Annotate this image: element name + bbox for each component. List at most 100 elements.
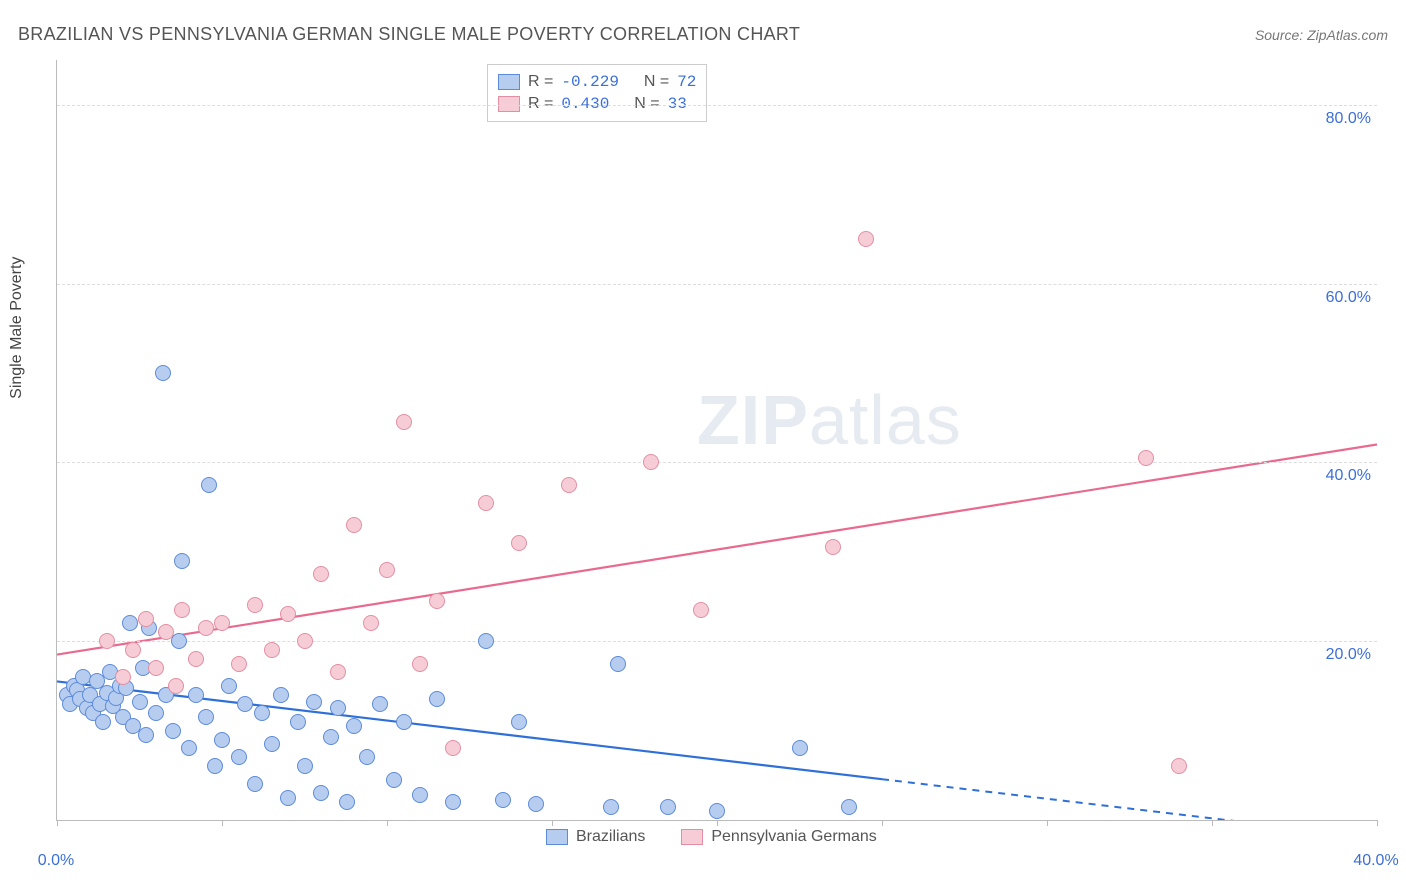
data-point: [841, 799, 857, 815]
data-point: [379, 562, 395, 578]
gridline: [57, 105, 1377, 106]
data-point: [313, 566, 329, 582]
data-point: [280, 790, 296, 806]
data-point: [561, 477, 577, 493]
data-point: [132, 694, 148, 710]
data-point: [306, 694, 322, 710]
data-point: [254, 705, 270, 721]
series-legend-item: Brazilians: [546, 828, 645, 846]
data-point: [138, 611, 154, 627]
trendline: [57, 444, 1377, 654]
data-point: [214, 732, 230, 748]
x-tick-mark: [57, 820, 58, 826]
data-point: [148, 705, 164, 721]
data-point: [825, 539, 841, 555]
data-point: [792, 740, 808, 756]
data-point: [346, 517, 362, 533]
data-point: [247, 776, 263, 792]
x-tick-mark: [1377, 820, 1378, 826]
data-point: [247, 597, 263, 613]
data-point: [478, 495, 494, 511]
data-point: [280, 606, 296, 622]
x-tick-mark: [1047, 820, 1048, 826]
x-tick-label: 40.0%: [1353, 852, 1398, 870]
data-point: [1138, 450, 1154, 466]
data-point: [478, 633, 494, 649]
chart-container: Single Male Poverty ZIPatlas R = -0.229 …: [18, 60, 1388, 880]
scatter-plot-area: ZIPatlas R = -0.229 N = 72R = 0.430 N = …: [56, 60, 1377, 821]
gridline: [57, 462, 1377, 463]
data-point: [174, 602, 190, 618]
data-point: [201, 477, 217, 493]
data-point: [412, 656, 428, 672]
data-point: [264, 642, 280, 658]
data-point: [207, 758, 223, 774]
data-point: [330, 664, 346, 680]
legend-swatch: [498, 74, 520, 90]
data-point: [372, 696, 388, 712]
series-legend: Brazilians Pennsylvania Germans: [546, 828, 877, 846]
data-point: [660, 799, 676, 815]
series-name: Brazilians: [576, 828, 645, 846]
chart-title: BRAZILIAN VS PENNSYLVANIA GERMAN SINGLE …: [18, 24, 800, 45]
data-point: [168, 678, 184, 694]
data-point: [603, 799, 619, 815]
data-point: [313, 785, 329, 801]
x-tick-mark: [552, 820, 553, 826]
data-point: [396, 414, 412, 430]
y-tick-label: 40.0%: [1326, 467, 1371, 485]
data-point: [412, 787, 428, 803]
data-point: [396, 714, 412, 730]
x-tick-mark: [222, 820, 223, 826]
data-point: [221, 678, 237, 694]
data-point: [363, 615, 379, 631]
series-legend-item: Pennsylvania Germans: [681, 828, 876, 846]
data-point: [237, 696, 253, 712]
data-point: [165, 723, 181, 739]
legend-row: R = -0.229 N = 72: [498, 71, 696, 93]
data-point: [198, 620, 214, 636]
data-point: [709, 803, 725, 819]
data-point: [95, 714, 111, 730]
data-point: [155, 365, 171, 381]
data-point: [386, 772, 402, 788]
data-point: [125, 642, 141, 658]
data-point: [429, 593, 445, 609]
watermark: ZIPatlas: [697, 380, 962, 460]
x-tick-mark: [387, 820, 388, 826]
series-name: Pennsylvania Germans: [711, 828, 876, 846]
data-point: [148, 660, 164, 676]
source-attribution: Source: ZipAtlas.com: [1255, 27, 1388, 43]
data-point: [171, 633, 187, 649]
data-point: [198, 709, 214, 725]
data-point: [346, 718, 362, 734]
data-point: [273, 687, 289, 703]
x-tick-label: 0.0%: [38, 852, 74, 870]
data-point: [511, 535, 527, 551]
data-point: [693, 602, 709, 618]
data-point: [214, 615, 230, 631]
correlation-legend: R = -0.229 N = 72R = 0.430 N = 33: [487, 64, 707, 122]
data-point: [174, 553, 190, 569]
data-point: [297, 758, 313, 774]
data-point: [188, 651, 204, 667]
data-point: [188, 687, 204, 703]
gridline: [57, 641, 1377, 642]
x-tick-mark: [1212, 820, 1213, 826]
y-tick-label: 20.0%: [1326, 646, 1371, 664]
data-point: [429, 691, 445, 707]
data-point: [495, 792, 511, 808]
data-point: [264, 736, 280, 752]
data-point: [231, 656, 247, 672]
y-tick-label: 60.0%: [1326, 289, 1371, 307]
data-point: [290, 714, 306, 730]
data-point: [138, 727, 154, 743]
data-point: [1171, 758, 1187, 774]
legend-swatch: [681, 829, 703, 845]
data-point: [330, 700, 346, 716]
data-point: [643, 454, 659, 470]
data-point: [610, 656, 626, 672]
data-point: [231, 749, 247, 765]
data-point: [297, 633, 313, 649]
y-tick-label: 80.0%: [1326, 110, 1371, 128]
